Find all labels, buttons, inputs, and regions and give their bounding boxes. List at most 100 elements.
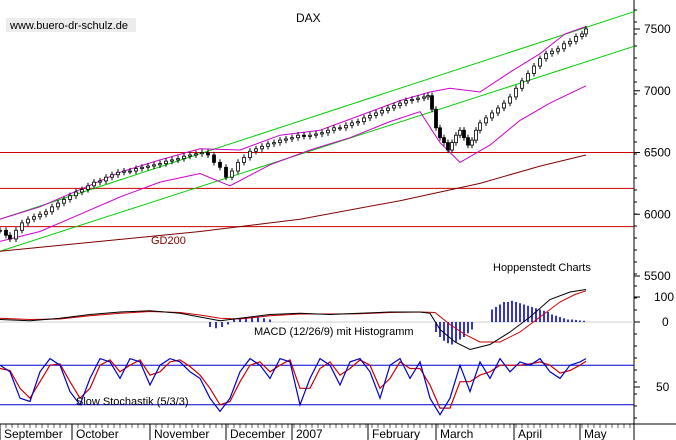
price-bar-body [562, 43, 566, 50]
price-bar [438, 124, 442, 141]
macd-lines [0, 289, 587, 351]
price-bar [128, 167, 132, 175]
price-bar-body [158, 163, 162, 166]
bollinger-lower-line [0, 85, 587, 242]
price-bar-body [380, 110, 384, 114]
price-bar [386, 104, 390, 114]
price-bar-body [20, 222, 24, 231]
price-bar-body [404, 100, 408, 104]
price-bar-body [260, 145, 264, 150]
price-bar [422, 93, 426, 102]
price-bar [332, 124, 336, 134]
price-bar-body [374, 112, 378, 116]
price-bar [474, 127, 478, 144]
price-bar-body [170, 159, 174, 162]
price-bar-body [110, 174, 114, 178]
price-bar [188, 151, 192, 160]
price-bar [374, 109, 378, 119]
price-bar-body [56, 202, 60, 208]
price-bar-body [430, 95, 434, 110]
price-bar [434, 106, 438, 131]
price-bar [218, 159, 222, 171]
price-bar-body [442, 137, 446, 144]
price-bar [550, 48, 554, 57]
price-bar [104, 174, 108, 184]
price-bar [56, 200, 60, 210]
price-bar-body [0, 229, 2, 232]
price-bar-body [450, 142, 454, 151]
price-bar-body [386, 107, 390, 111]
price-bar [0, 227, 2, 234]
price-bar [496, 104, 500, 117]
price-bar-body [302, 134, 306, 137]
price-bar-body [308, 134, 312, 137]
price-bar-body [438, 127, 442, 139]
price-bar-body [458, 129, 462, 136]
price-bar [484, 114, 488, 126]
price-bar [134, 165, 138, 175]
price-bar [466, 134, 470, 149]
price-bar [50, 203, 54, 215]
price-bar-body [128, 170, 132, 173]
y-tick-label: 7000 [644, 84, 671, 98]
price-bar [254, 145, 258, 155]
price-bar [152, 161, 156, 170]
price-bar [266, 140, 270, 150]
price-bar [356, 118, 360, 126]
price-bar [416, 95, 420, 103]
price-bar [538, 55, 542, 70]
price-bar-body [422, 96, 426, 99]
price-bar-body [182, 155, 186, 160]
price-bar [206, 149, 210, 159]
price-bar [4, 227, 8, 239]
price-bar [68, 192, 72, 203]
price-bar-body [248, 150, 252, 158]
y-axis-ticks: 7500 7000 6500 6000 5500 100 0 50 [634, 9, 674, 419]
price-bar [450, 139, 454, 154]
price-bar [584, 25, 588, 38]
price-bar [314, 130, 318, 139]
price-bar [248, 148, 252, 161]
price-bar-body [568, 40, 572, 45]
price-bar [490, 109, 494, 122]
price-bar-body [350, 122, 354, 126]
stochastic-lines [0, 357, 587, 416]
price-bar-body [8, 234, 12, 240]
price-bar-body [116, 171, 120, 176]
price-bar-body [272, 142, 276, 145]
price-bar [74, 188, 78, 199]
price-bar [580, 30, 584, 40]
price-bar-body [212, 154, 216, 163]
price-bar-body [416, 97, 420, 100]
support-lines [0, 152, 634, 228]
price-bar [398, 100, 402, 109]
price-bar-body [426, 95, 430, 98]
x-tick-label: April [518, 427, 542, 440]
x-tick-label: December [230, 427, 285, 440]
price-bar-body [146, 165, 150, 168]
price-bar-body [496, 107, 500, 114]
price-bar-body [326, 129, 330, 134]
price-bar-body [104, 176, 108, 182]
price-bar [470, 137, 474, 149]
price-bar-body [462, 129, 466, 139]
price-bar [116, 169, 120, 178]
price-bar-body [140, 166, 144, 169]
price-bar [502, 100, 506, 112]
price-bar-body [490, 112, 494, 119]
price-bar-body [470, 139, 474, 146]
price-bar [98, 177, 102, 186]
price-bar-body [484, 117, 488, 124]
y-tick-label: 7500 [644, 22, 671, 36]
price-bar [230, 167, 234, 181]
price-bar [368, 112, 372, 122]
price-bar-body [434, 108, 438, 129]
price-bars [0, 25, 588, 243]
price-bar [80, 186, 84, 196]
price-bar-body [224, 166, 228, 178]
price-bar [442, 134, 446, 146]
price-bar [212, 151, 216, 166]
price-bar [284, 135, 288, 144]
price-bar-body [206, 152, 210, 156]
price-bar [200, 149, 204, 157]
